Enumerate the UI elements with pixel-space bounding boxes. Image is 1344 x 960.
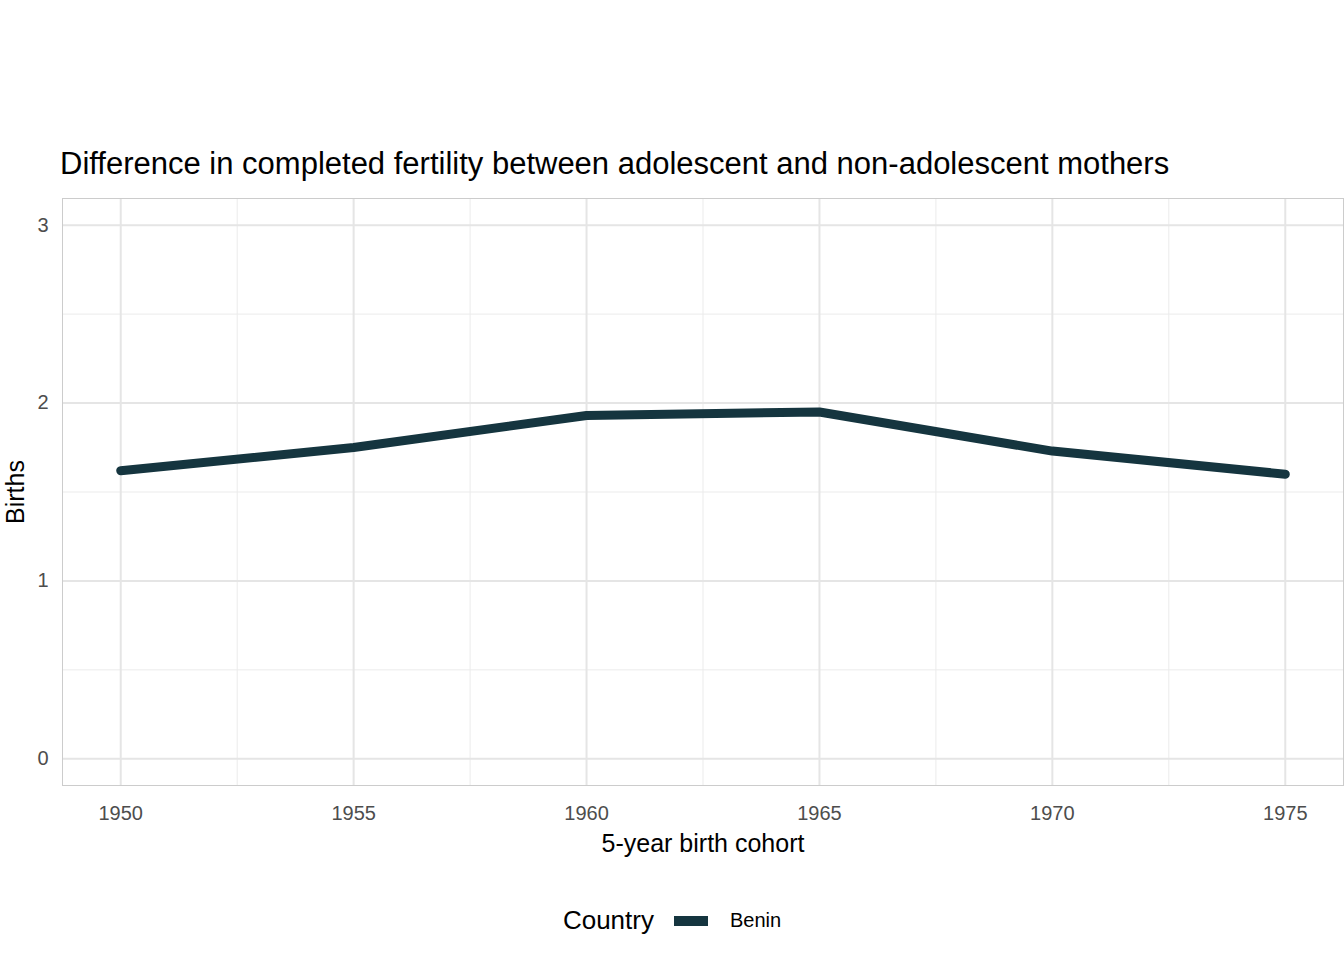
svg-text:5-year birth cohort: 5-year birth cohort [602, 829, 805, 857]
svg-text:1: 1 [37, 569, 48, 591]
svg-text:0: 0 [37, 747, 48, 769]
svg-text:1965: 1965 [797, 802, 842, 824]
svg-text:1955: 1955 [331, 802, 376, 824]
svg-text:Births: Births [1, 460, 29, 524]
svg-text:2: 2 [37, 391, 48, 413]
svg-text:3: 3 [37, 214, 48, 236]
html-text:Benin: Benin [729, 909, 782, 931]
html-text:Difference in completed fertil: Difference in completed fertility betwee… [60, 146, 1170, 181]
html-text:Country: Country [562, 905, 654, 935]
svg-text:1960: 1960 [564, 802, 609, 824]
svg-text:1950: 1950 [98, 802, 142, 824]
svg-text:1970: 1970 [1030, 802, 1075, 824]
svg-text:1975: 1975 [1263, 802, 1308, 824]
